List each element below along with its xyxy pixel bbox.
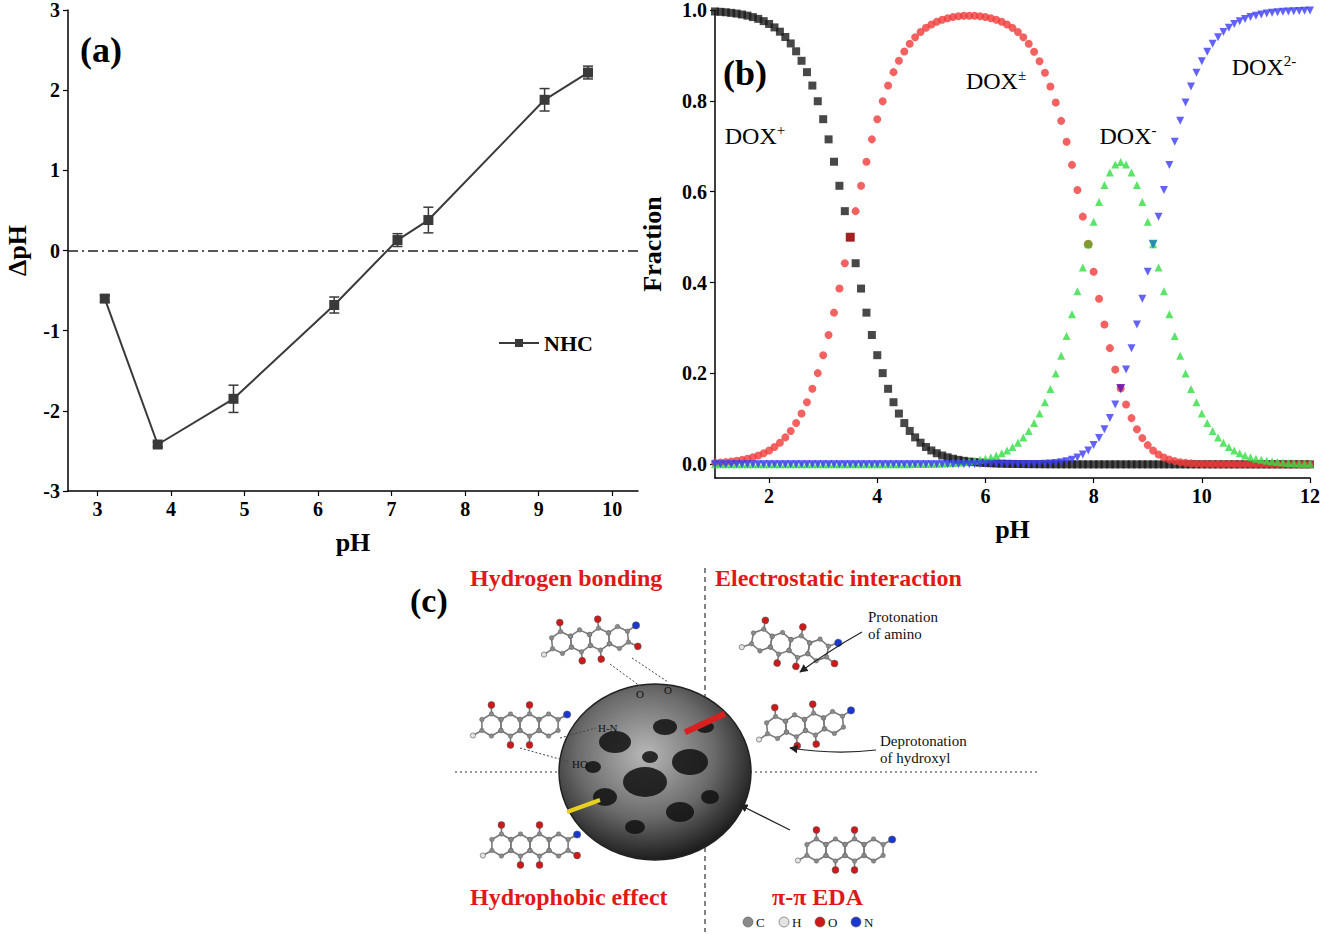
svg-text:C: C bbox=[756, 915, 765, 930]
svg-text:H-N: H-N bbox=[598, 722, 618, 734]
svg-text:Fraction: Fraction bbox=[638, 196, 667, 292]
svg-text:6: 6 bbox=[313, 498, 323, 520]
svg-text:0.4: 0.4 bbox=[682, 272, 707, 294]
svg-text:DOX: DOX bbox=[966, 68, 1018, 94]
svg-text:0.0: 0.0 bbox=[682, 453, 707, 475]
svg-text:of hydroxyl: of hydroxyl bbox=[880, 750, 950, 766]
svg-text:0.2: 0.2 bbox=[682, 362, 707, 384]
svg-text:N: N bbox=[864, 915, 874, 930]
svg-text:2-: 2- bbox=[1284, 53, 1297, 69]
svg-text:Deprotonation: Deprotonation bbox=[880, 733, 967, 749]
svg-text:10: 10 bbox=[602, 498, 622, 520]
svg-text:-3: -3 bbox=[43, 480, 60, 502]
svg-text:DOX: DOX bbox=[1232, 54, 1284, 80]
svg-text:Protonation: Protonation bbox=[868, 609, 938, 625]
svg-text:2: 2 bbox=[50, 79, 60, 101]
svg-text:0.6: 0.6 bbox=[682, 181, 707, 203]
svg-text:5: 5 bbox=[240, 498, 250, 520]
svg-text:-: - bbox=[1151, 122, 1156, 138]
svg-text:O: O bbox=[664, 684, 672, 696]
svg-text:HO: HO bbox=[572, 758, 588, 770]
svg-text:0.8: 0.8 bbox=[682, 90, 707, 112]
svg-text:12: 12 bbox=[1300, 485, 1320, 507]
svg-text:ΔpH: ΔpH bbox=[3, 225, 32, 276]
svg-text:7: 7 bbox=[387, 498, 397, 520]
svg-text:6: 6 bbox=[980, 485, 990, 507]
svg-text:pH: pH bbox=[995, 515, 1030, 544]
svg-text:-1: -1 bbox=[43, 320, 60, 342]
svg-text:1: 1 bbox=[50, 159, 60, 181]
svg-text:3: 3 bbox=[92, 498, 102, 520]
svg-text:-2: -2 bbox=[43, 400, 60, 422]
svg-text:(b): (b) bbox=[723, 53, 767, 93]
svg-text:H: H bbox=[792, 915, 801, 930]
svg-text:4: 4 bbox=[872, 485, 882, 507]
svg-text:10: 10 bbox=[1192, 485, 1212, 507]
svg-text:(a): (a) bbox=[80, 30, 122, 70]
svg-text:3: 3 bbox=[50, 0, 60, 21]
svg-text:Electrostatic interaction: Electrostatic interaction bbox=[715, 565, 962, 591]
svg-text:O: O bbox=[828, 915, 837, 930]
svg-text:±: ± bbox=[1018, 67, 1026, 83]
svg-text:pH: pH bbox=[336, 528, 371, 557]
svg-text:4: 4 bbox=[166, 498, 176, 520]
svg-text:π-π EDA: π-π EDA bbox=[772, 884, 864, 910]
svg-text:Hydrophobic effect: Hydrophobic effect bbox=[470, 884, 668, 910]
svg-text:8: 8 bbox=[460, 498, 470, 520]
svg-text:DOX: DOX bbox=[1100, 123, 1152, 149]
svg-text:(c): (c) bbox=[410, 582, 448, 620]
svg-text:1.0: 1.0 bbox=[682, 0, 707, 21]
svg-text:+: + bbox=[777, 122, 785, 138]
svg-text:NHC: NHC bbox=[544, 331, 593, 356]
svg-text:8: 8 bbox=[1089, 485, 1099, 507]
svg-text:9: 9 bbox=[534, 498, 544, 520]
svg-text:2: 2 bbox=[764, 485, 774, 507]
svg-text:O: O bbox=[636, 688, 644, 700]
svg-text:Hydrogen bonding: Hydrogen bonding bbox=[470, 565, 662, 591]
svg-text:DOX: DOX bbox=[725, 123, 777, 149]
svg-text:of amino: of amino bbox=[868, 626, 922, 642]
svg-text:0: 0 bbox=[50, 240, 60, 262]
